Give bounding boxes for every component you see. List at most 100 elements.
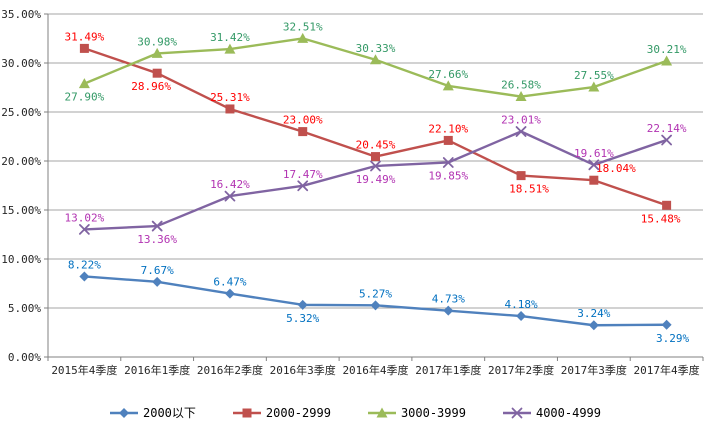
legend-marker-icon: [232, 408, 261, 417]
x-axis-label: 2017年4季度: [634, 363, 700, 377]
triangle-marker-icon: [224, 43, 236, 54]
diamond-marker-icon: [588, 320, 599, 331]
x-marker-icon: [511, 407, 523, 418]
data-label: 3.29%: [656, 332, 689, 345]
data-label: 20.45%: [356, 139, 396, 152]
diamond-marker-icon: [224, 288, 235, 299]
legend-item: 4000-4999: [502, 406, 601, 420]
data-label: 5.32%: [286, 312, 319, 325]
triangle-marker-icon: [297, 32, 309, 43]
data-label: 22.10%: [428, 122, 468, 135]
diamond-marker-icon: [661, 319, 672, 330]
data-label: 26.58%: [501, 79, 541, 92]
data-label: 30.33%: [356, 42, 396, 55]
square-marker-icon: [79, 43, 89, 53]
diamond-marker-icon: [516, 311, 527, 322]
x-marker-icon: [442, 157, 454, 168]
x-marker-icon: [151, 220, 163, 232]
y-axis-tick-label: 35.00%: [1, 8, 41, 21]
data-label: 18.04%: [596, 162, 636, 175]
x-marker-icon: [661, 134, 673, 146]
data-label: 19.85%: [428, 169, 468, 182]
x-marker-icon: [78, 224, 90, 235]
legend-label: 4000-4999: [535, 405, 601, 420]
data-label: 27.90%: [65, 91, 105, 104]
data-label: 28.96%: [131, 80, 171, 93]
data-label: 17.47%: [283, 168, 323, 181]
y-axis-tick-label: 15.00%: [1, 204, 41, 217]
x-marker-icon: [297, 180, 309, 192]
data-label: 3.24%: [577, 307, 610, 320]
data-label: 7.67%: [141, 264, 174, 277]
x-axis-label: 2015年4季度: [51, 363, 117, 377]
triangle-marker-icon: [588, 81, 600, 92]
data-label: 32.51%: [283, 20, 323, 33]
diamond-marker-icon: [119, 407, 129, 418]
data-label: 13.36%: [137, 233, 177, 246]
diamond-marker-icon: [297, 299, 308, 310]
x-axis-label: 2017年3季度: [561, 363, 627, 377]
diamond-marker-icon: [443, 305, 454, 316]
legend-item: 2000-2999: [232, 406, 331, 420]
y-axis-tick-label: 0.00%: [8, 351, 41, 364]
legend-label: 2000以下: [143, 406, 196, 420]
x-axis-label: 2016年1季度: [124, 363, 190, 377]
data-label: 16.42%: [210, 178, 250, 191]
triangle-marker-icon: [515, 91, 527, 102]
data-label: 23.00%: [283, 114, 323, 127]
legend-label: 2000-2999: [265, 405, 331, 420]
data-label: 27.55%: [574, 69, 614, 82]
x-marker-icon: [588, 159, 600, 171]
data-label: 8.22%: [68, 258, 101, 271]
data-label: 23.01%: [501, 114, 541, 127]
data-label: 19.49%: [356, 173, 396, 186]
data-label: 15.48%: [641, 212, 681, 225]
y-axis-tick-label: 30.00%: [1, 57, 41, 70]
x-axis-label: 2016年2季度: [197, 363, 263, 377]
chart-legend: 2000以下 2000-2999 3000-3999 4000-4999: [0, 404, 710, 421]
triangle-marker-icon: [661, 55, 673, 66]
data-label: 18.51%: [509, 183, 549, 196]
data-label: 4.18%: [504, 298, 537, 311]
legend-item: 3000-3999: [367, 406, 466, 420]
triangle-marker-icon: [442, 80, 454, 91]
x-axis-label: 2016年4季度: [342, 363, 408, 377]
data-label: 27.66%: [428, 68, 468, 81]
square-marker-icon: [242, 408, 252, 417]
legend-item: 2000以下: [109, 404, 196, 421]
x-marker-icon: [224, 190, 236, 202]
data-label: 13.02%: [65, 211, 105, 224]
diamond-marker-icon: [370, 300, 381, 311]
square-marker-icon: [298, 127, 308, 137]
data-label: 30.98%: [137, 35, 177, 48]
x-marker-icon: [370, 160, 381, 172]
y-axis-tick-label: 5.00%: [8, 302, 41, 315]
data-label: 4.73%: [432, 293, 465, 306]
y-axis-tick-label: 10.00%: [1, 253, 41, 266]
square-marker-icon: [371, 152, 380, 162]
triangle-marker-icon: [78, 78, 90, 89]
square-marker-icon: [225, 104, 235, 114]
square-marker-icon: [443, 135, 453, 145]
data-label: 22.14%: [647, 122, 687, 135]
triangle-marker-icon: [370, 54, 381, 65]
legend-marker-icon: [110, 407, 138, 418]
data-label: 25.31%: [210, 91, 250, 104]
square-marker-icon: [516, 171, 526, 181]
y-axis-tick-label: 25.00%: [1, 106, 41, 119]
diamond-marker-icon: [79, 271, 90, 282]
x-axis-label: 2016年3季度: [270, 363, 336, 377]
diamond-marker-icon: [152, 276, 163, 287]
data-label: 31.49%: [65, 30, 105, 43]
data-label: 19.61%: [574, 147, 614, 160]
data-label: 30.21%: [647, 43, 687, 56]
y-axis-tick-label: 20.00%: [1, 155, 41, 168]
data-label: 5.27%: [359, 287, 392, 300]
triangle-marker-icon: [376, 407, 388, 417]
data-label: 31.42%: [210, 31, 250, 44]
x-axis-label: 2017年2季度: [488, 363, 554, 377]
legend-label: 3000-3999: [400, 405, 466, 420]
legend-marker-icon: [367, 407, 396, 417]
square-marker-icon: [589, 175, 599, 185]
